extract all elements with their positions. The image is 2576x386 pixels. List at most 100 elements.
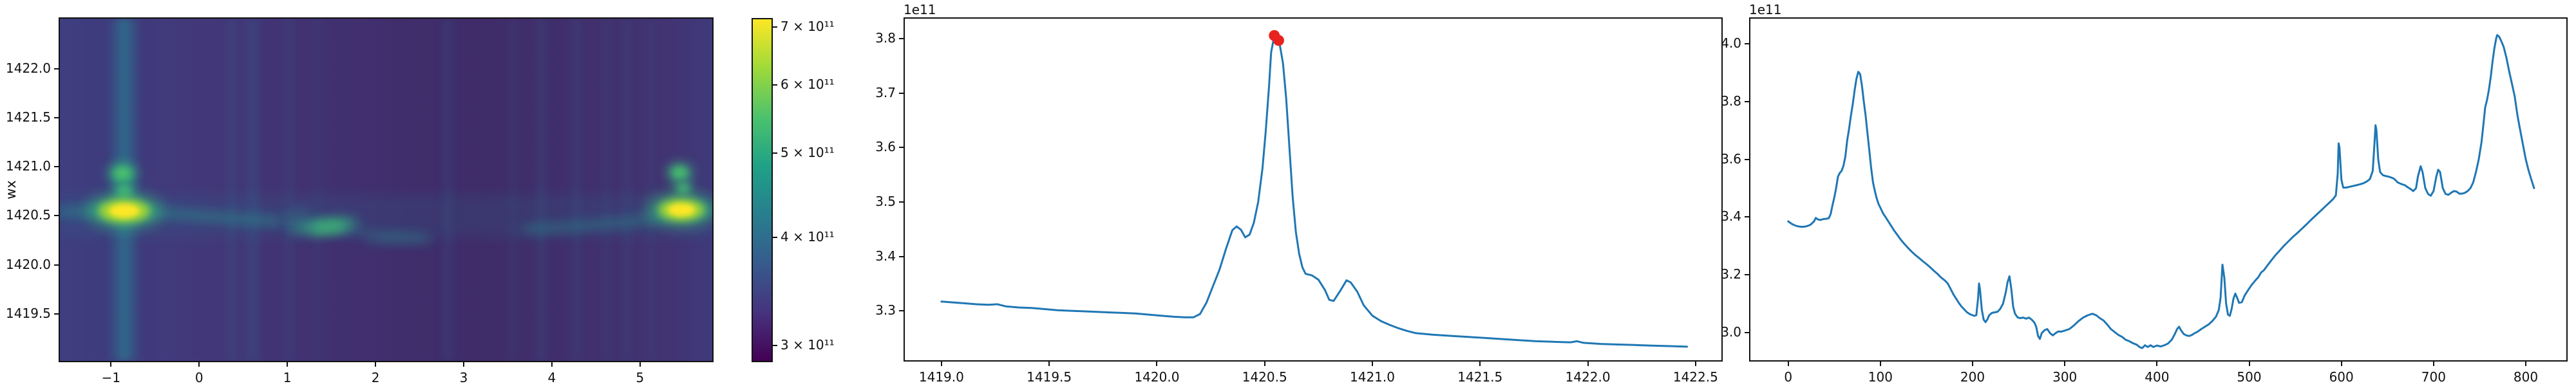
x-tick-mark bbox=[2064, 360, 2066, 366]
x-tick-mark bbox=[1264, 360, 1265, 366]
colorbar-tick-label: 3 × 10¹¹ bbox=[781, 337, 835, 353]
x-tick-mark bbox=[1587, 360, 1589, 366]
y-tick-mark bbox=[54, 264, 60, 266]
x-tick-label: 700 bbox=[2421, 369, 2446, 385]
colorbar-tick-mark bbox=[772, 84, 777, 86]
y-tick-mark bbox=[899, 38, 905, 40]
x-tick-label: 3 bbox=[459, 370, 468, 385]
y-tick-label: 1421.5 bbox=[6, 109, 51, 125]
y-tick-label: 3.6 bbox=[1721, 151, 1741, 167]
heatmap-image bbox=[60, 19, 712, 361]
y-tick-label: 3.4 bbox=[875, 248, 896, 264]
y-tick-mark bbox=[899, 255, 905, 257]
x-tick-mark bbox=[2340, 360, 2342, 366]
y-tick-label: 1422.0 bbox=[6, 60, 51, 76]
x-tick-label: 0 bbox=[1784, 369, 1793, 385]
colorbar-tick-mark bbox=[772, 152, 777, 154]
x-tick-mark bbox=[2156, 360, 2158, 366]
y-tick-label: 1420.0 bbox=[6, 256, 51, 272]
x-tick-mark bbox=[1694, 360, 1696, 366]
x-tick-mark bbox=[1479, 360, 1481, 366]
y-tick-label: 4.0 bbox=[1721, 35, 1741, 51]
x-tick-mark bbox=[1787, 360, 1789, 366]
y-tick-mark bbox=[1745, 158, 1750, 160]
x-tick-mark bbox=[551, 361, 553, 367]
y-tick-mark bbox=[899, 201, 905, 203]
y-tick-label: 3.0 bbox=[1721, 324, 1741, 340]
y-tick-mark bbox=[54, 116, 60, 118]
peak-marker-dot bbox=[1273, 35, 1284, 46]
waterfall-heatmap-axes bbox=[59, 17, 714, 362]
x-tick-label: 1419.5 bbox=[1027, 369, 1072, 385]
x-tick-label: 5 bbox=[636, 370, 645, 385]
spectrum-full-offset-label: 1e11 bbox=[1749, 2, 1782, 17]
y-tick-mark bbox=[54, 68, 60, 69]
x-tick-label: 300 bbox=[2052, 369, 2078, 385]
x-tick-mark bbox=[110, 361, 112, 367]
x-tick-label: 1422.0 bbox=[1565, 369, 1611, 385]
x-tick-mark bbox=[462, 361, 464, 367]
y-tick-label: 3.6 bbox=[875, 139, 896, 155]
x-tick-label: 1419.0 bbox=[918, 369, 964, 385]
spectrum-full-axes bbox=[1749, 17, 2568, 362]
x-tick-label: 800 bbox=[2513, 369, 2539, 385]
x-tick-label: 4 bbox=[547, 370, 556, 385]
x-tick-label: 200 bbox=[1960, 369, 1985, 385]
y-tick-label: 3.8 bbox=[875, 30, 896, 46]
x-tick-mark bbox=[287, 361, 289, 367]
x-tick-label: 0 bbox=[194, 370, 204, 385]
y-tick-mark bbox=[1745, 274, 1750, 276]
x-tick-mark bbox=[2525, 360, 2526, 366]
colorbar-tick-label: 7 × 10¹¹ bbox=[781, 18, 835, 34]
x-tick-label: 400 bbox=[2145, 369, 2170, 385]
colorbar-tick-mark bbox=[772, 26, 777, 28]
y-tick-mark bbox=[54, 313, 60, 315]
x-tick-label: 100 bbox=[1868, 369, 1893, 385]
x-tick-mark bbox=[1156, 360, 1158, 366]
x-tick-mark bbox=[1048, 360, 1050, 366]
y-tick-mark bbox=[54, 215, 60, 217]
x-tick-mark bbox=[198, 361, 200, 367]
y-tick-mark bbox=[1745, 216, 1750, 218]
x-tick-label: 500 bbox=[2237, 369, 2262, 385]
colorbar-tick-label: 4 × 10¹¹ bbox=[781, 228, 835, 244]
y-tick-mark bbox=[1745, 43, 1750, 45]
x-tick-label: 1420.5 bbox=[1242, 369, 1287, 385]
colorbar-tick-mark bbox=[772, 345, 777, 347]
spectrum-zoom-offset-label: 1e11 bbox=[904, 2, 936, 17]
y-tick-mark bbox=[54, 166, 60, 168]
y-tick-label: 3.2 bbox=[1721, 266, 1741, 282]
x-tick-mark bbox=[940, 360, 942, 366]
y-tick-label: 3.7 bbox=[875, 84, 896, 100]
spectrum-line-plot bbox=[1787, 34, 2535, 349]
y-tick-mark bbox=[1745, 100, 1750, 102]
y-tick-mark bbox=[899, 147, 905, 149]
spectrum-zoom-axes bbox=[904, 17, 1723, 362]
y-tick-mark bbox=[899, 310, 905, 312]
x-tick-label: −1 bbox=[101, 370, 121, 385]
x-tick-mark bbox=[2248, 360, 2250, 366]
y-tick-label: 1421.0 bbox=[6, 158, 51, 174]
x-tick-label: 1421.0 bbox=[1350, 369, 1395, 385]
colorbar-tick-label: 6 × 10¹¹ bbox=[781, 76, 835, 92]
colorbar-tick-mark bbox=[772, 236, 777, 238]
x-tick-label: 600 bbox=[2329, 369, 2354, 385]
y-tick-label: 1420.5 bbox=[6, 207, 51, 223]
y-tick-label: 3.8 bbox=[1721, 93, 1741, 109]
colorbar-tick-label: 5 × 10¹¹ bbox=[781, 145, 835, 161]
x-tick-mark bbox=[639, 361, 641, 367]
colorbar bbox=[752, 18, 773, 362]
y-tick-label: 1419.5 bbox=[6, 305, 51, 321]
x-tick-mark bbox=[1879, 360, 1881, 366]
x-tick-mark bbox=[2432, 360, 2434, 366]
spectrum-line-plot bbox=[940, 30, 1688, 348]
y-tick-label: 3.4 bbox=[1721, 208, 1741, 225]
x-tick-label: 1 bbox=[283, 370, 292, 385]
x-tick-mark bbox=[1972, 360, 1974, 366]
y-tick-mark bbox=[1745, 331, 1750, 333]
x-tick-label: 1421.5 bbox=[1457, 369, 1503, 385]
y-tick-mark bbox=[899, 92, 905, 94]
x-tick-mark bbox=[375, 361, 377, 367]
y-tick-label: 3.3 bbox=[875, 302, 896, 318]
